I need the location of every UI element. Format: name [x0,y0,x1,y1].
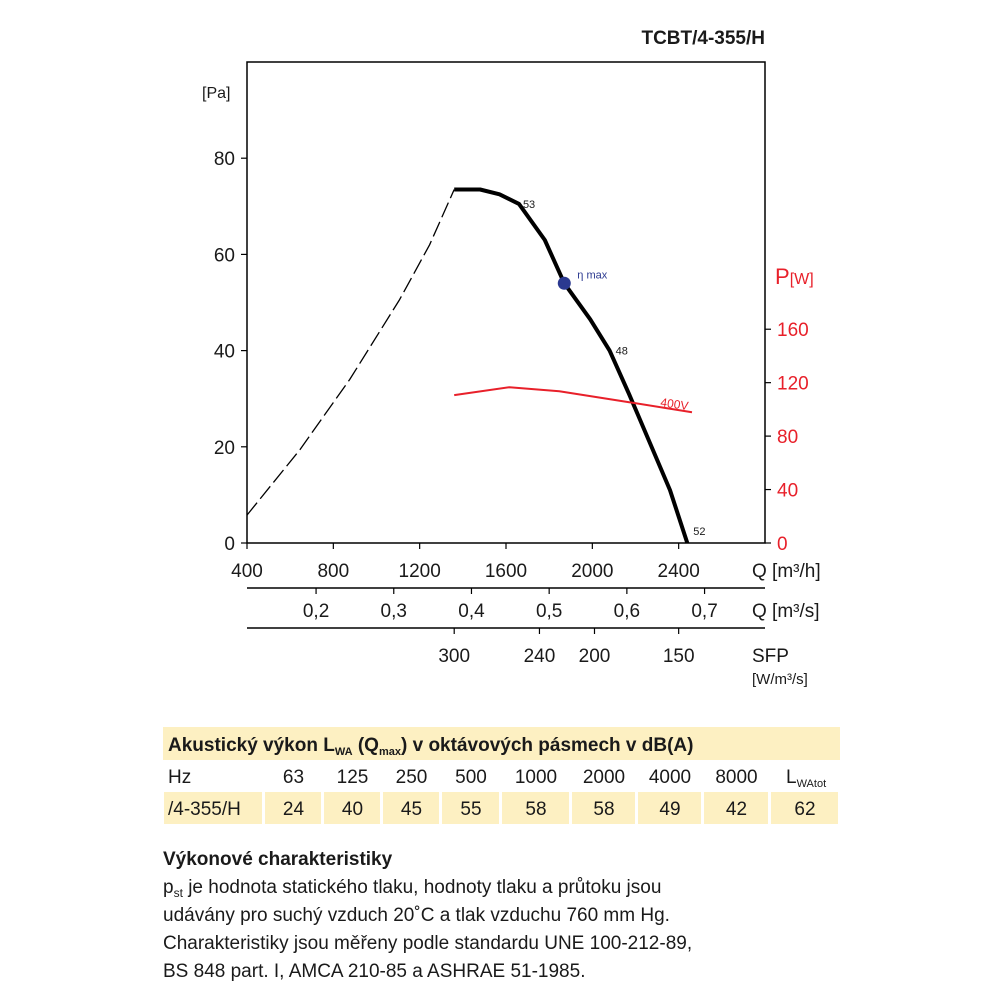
eta-max-point [557,276,571,290]
y2-tick-label: 0 [777,534,788,555]
y-tick-label: 0 [224,534,235,555]
x2-tick-label: 0,6 [614,601,640,622]
x3-tick-label: 150 [663,646,695,667]
table-header-cell: 4000 [649,767,691,788]
table-cell-bg [164,792,262,824]
table-title-part: (Q [353,735,379,756]
table-cell: 55 [460,799,481,820]
curve [454,187,690,544]
table-cell-bg [442,792,499,824]
text-line-part: st [174,886,184,900]
curve-label: 48 [616,346,628,358]
text-line: Charakteristiky jsou měřeny podle standa… [163,933,692,954]
text-line: BS 848 part. I, AMCA 210-85 a ASHRAE 51-… [163,961,585,982]
table-cell: 45 [401,799,422,820]
power-label: 400V [660,395,690,413]
table-cell: 24 [283,799,305,820]
table-cell-bg [324,792,380,824]
table-cell: 58 [525,799,546,820]
table-header-cell: 500 [455,767,487,788]
table-title-part: WA [335,746,353,758]
table-title-part: ) v oktávových pásmech v dB(A) [401,735,693,756]
table-cell-bg [638,792,701,824]
y2-tick-label: 40 [777,481,798,502]
table-cell: 49 [659,799,680,820]
text-line-part: p [163,877,174,898]
x2-tick-label: 0,7 [691,601,717,622]
curve [246,189,455,516]
x3-axis-unit: [W/m³/s] [752,671,808,688]
table-cell: /4-355/H [168,799,241,820]
x-tick-label: 800 [317,561,349,582]
table-header-cell: 63 [283,767,304,788]
x2-tick-label: 0,4 [458,601,485,622]
y2-axis-label-main: P [775,264,790,289]
table-cell: 42 [726,799,747,820]
text-line-part: je hodnota statického tlaku, hodnoty tla… [183,877,661,898]
table-cell-bg [265,792,321,824]
plot-frame [246,61,766,544]
table-header-cell: 1000 [515,767,557,788]
y-tick-label: 80 [214,149,235,170]
x-tick-label: 1600 [485,561,527,582]
x3-axis-label: SFP [752,646,789,667]
y2-tick-label: 160 [777,320,809,341]
y-axis-unit: [Pa] [202,85,230,102]
x3-tick-label: 300 [438,646,470,667]
table-header-cell: 2000 [583,767,625,788]
text-heading: Výkonové charakteristiky [163,849,393,870]
table-title-part: max [379,746,402,758]
table-title: Akustický výkon LWA (Qmax) v oktávových … [168,735,693,758]
table-cell-bg [572,792,635,824]
y-tick-label: 60 [214,245,235,266]
curve [454,386,693,414]
curve-label: 53 [523,199,535,211]
table-cell-bg [771,792,838,824]
table-header-cell: 250 [396,767,428,788]
table-cell: 62 [794,799,815,820]
x2-tick-label: 0,2 [303,601,329,622]
table-header-cell: LWAtot [786,767,826,790]
table-header-cell: Hz [168,767,191,788]
y2-tick-label: 80 [777,427,798,448]
table-cell-bg [502,792,569,824]
x3-tick-label: 240 [524,646,556,667]
y-tick-label: 20 [214,438,235,459]
table-header-cell-part: WAtot [797,778,827,790]
x2-tick-label: 0,5 [536,601,562,622]
x2-tick-label: 0,3 [381,601,407,622]
x-axis-label: Q [m³/h] [752,561,821,582]
x-tick-label: 1200 [399,561,441,582]
x3-tick-label: 200 [579,646,611,667]
table-cell: 58 [593,799,614,820]
table-cell-bg [704,792,768,824]
y2-tick-label: 120 [777,374,809,395]
table-cell-bg [383,792,439,824]
x-tick-label: 2000 [571,561,613,582]
chart-title: TCBT/4-355/H [641,28,765,49]
table-title-bg [163,727,840,760]
y-tick-label: 40 [214,342,235,363]
table-header-cell-part: L [786,767,797,788]
curve-label: 52 [693,526,705,538]
text-line: udávány pro suchý vzduch 20˚C a tlak vzd… [163,905,670,926]
eta-max-label: η max [577,269,607,281]
table-title-part: Akustický výkon L [168,735,335,756]
x-tick-label: 400 [231,561,263,582]
y2-axis-label: P[W] [775,264,814,289]
x2-axis-label: Q [m³/s] [752,601,820,622]
y2-axis-label-unit: [W] [790,271,814,288]
x-tick-label: 2400 [658,561,700,582]
table-header-cell: 125 [337,767,369,788]
table-header-cell: 8000 [715,767,757,788]
table-cell: 40 [342,799,363,820]
text-line: pst je hodnota statického tlaku, hodnoty… [163,877,661,900]
